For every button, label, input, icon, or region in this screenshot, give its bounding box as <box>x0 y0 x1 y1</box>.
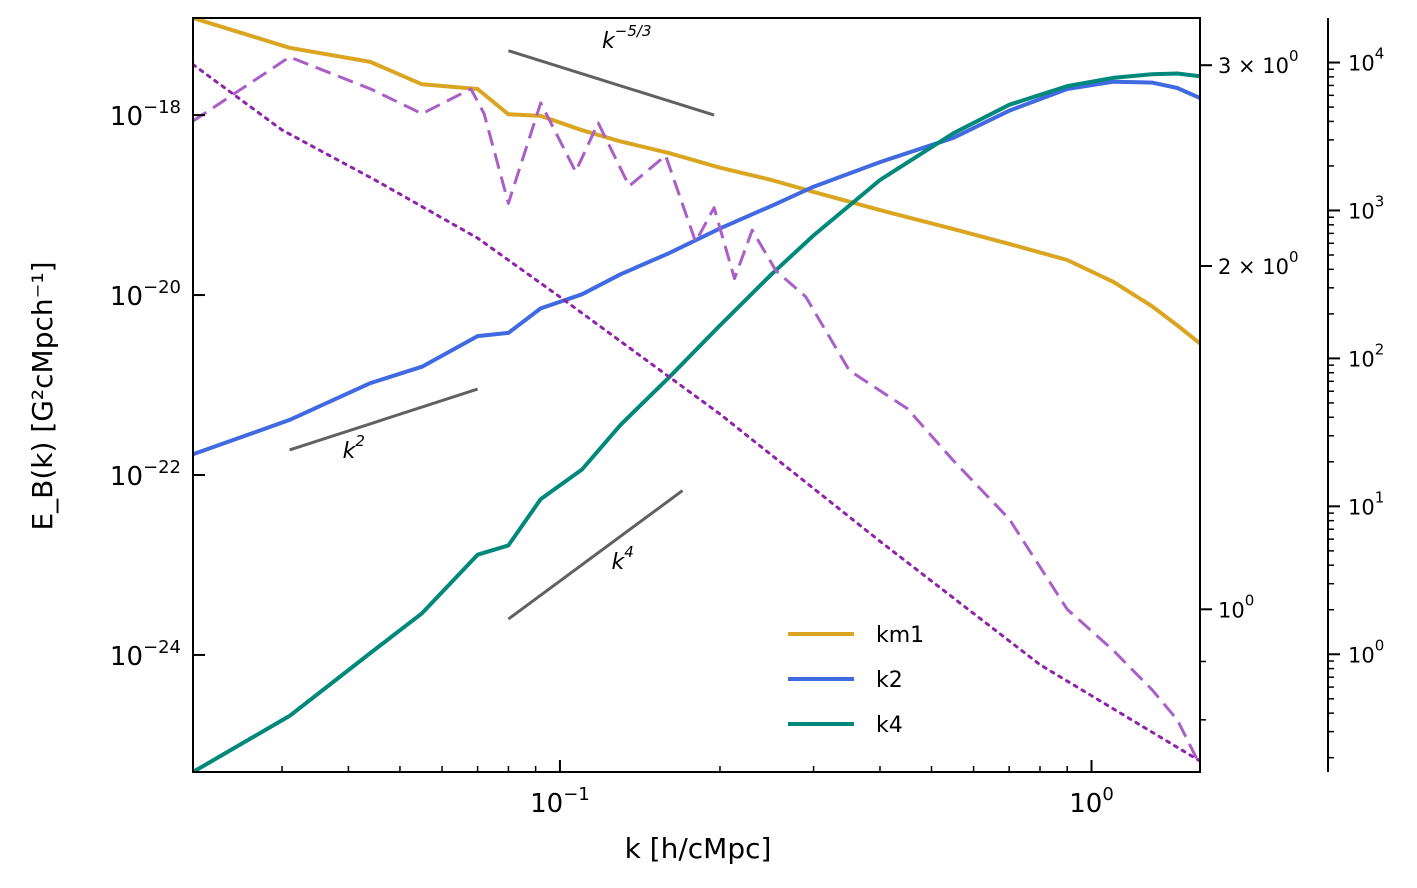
right2-tick-label: 102 <box>1348 340 1384 371</box>
annotation-2: k4 <box>611 543 633 575</box>
right2-tick-label: 104 <box>1348 45 1384 76</box>
y-tick-label: 10−18 <box>110 97 181 132</box>
annotation-0: k−5/3 <box>602 22 651 54</box>
x-axis-label: k [h/cMpc] <box>625 832 772 865</box>
legend: km1 k2 k4 <box>788 623 924 738</box>
legend-label-km1: km1 <box>876 623 924 648</box>
series-line-km1 <box>193 18 1200 345</box>
series-line-k4 <box>193 71 1200 772</box>
right2-tick-label: 101 <box>1348 488 1384 519</box>
y-tick-label: 10−22 <box>110 457 181 492</box>
series-line-dotted-second-right-axis- <box>193 63 1200 763</box>
right2-tick-label: 100 <box>1348 636 1384 667</box>
reference-line-6 <box>289 387 479 452</box>
x-tick-label: 10−1 <box>530 784 590 819</box>
legend-label-k2: k2 <box>876 668 903 693</box>
right1-tick-label: 3 × 100 <box>1218 47 1299 78</box>
reference-line-5 <box>507 49 715 117</box>
axes-layer: 10−1 100 10−18 10−20 10−22 10−24 3 × 100 2 × 10… <box>110 17 1384 819</box>
legend-label-k4: k4 <box>876 713 903 738</box>
y-tick-label: 10−20 <box>110 277 181 312</box>
annotation-1: k2 <box>343 432 365 464</box>
right1-tick-label: 2 × 100 <box>1218 248 1299 279</box>
y-axis-label: E_B(k) [G²cMpch⁻¹] <box>26 261 59 530</box>
series-line-ratio-right-axis- <box>193 55 1200 766</box>
right1-tick-label: 100 <box>1218 591 1254 622</box>
right2-tick-label: 103 <box>1348 192 1384 223</box>
reference-layer: k−5/3 k2 k4 <box>289 22 715 621</box>
plot-frame <box>192 17 1201 773</box>
y-tick-label: 10−24 <box>110 637 181 672</box>
series-layer <box>193 18 1200 772</box>
reference-line-7 <box>507 489 684 621</box>
x-tick-label: 100 <box>1069 784 1114 819</box>
